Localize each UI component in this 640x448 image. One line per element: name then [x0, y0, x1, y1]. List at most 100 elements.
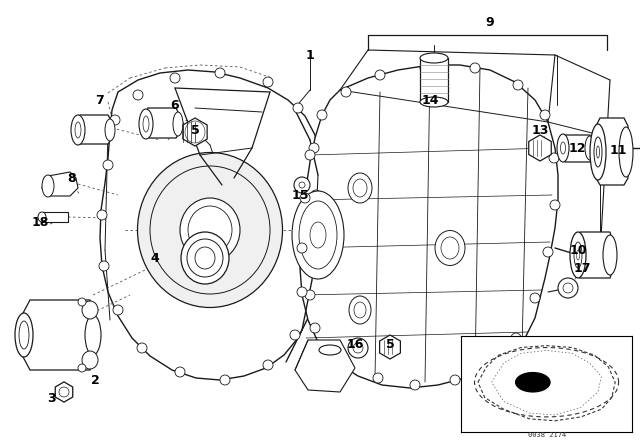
Ellipse shape [420, 53, 448, 63]
Circle shape [297, 243, 307, 253]
Ellipse shape [139, 109, 153, 139]
Polygon shape [420, 58, 448, 102]
Circle shape [305, 150, 315, 160]
Polygon shape [76, 115, 112, 144]
Text: 6: 6 [171, 99, 179, 112]
Polygon shape [22, 300, 95, 370]
Circle shape [310, 243, 320, 253]
Text: 4: 4 [150, 251, 159, 264]
Ellipse shape [138, 152, 282, 307]
Ellipse shape [187, 239, 223, 277]
Ellipse shape [619, 127, 633, 177]
Ellipse shape [42, 175, 54, 197]
Circle shape [110, 115, 120, 125]
Circle shape [263, 77, 273, 87]
Circle shape [516, 373, 550, 392]
Circle shape [305, 290, 315, 300]
Circle shape [311, 190, 321, 200]
Text: 11: 11 [609, 143, 627, 156]
Polygon shape [55, 382, 73, 402]
Circle shape [133, 90, 143, 100]
Polygon shape [183, 118, 207, 146]
Circle shape [530, 293, 540, 303]
Circle shape [220, 375, 230, 385]
Ellipse shape [585, 136, 595, 160]
Circle shape [310, 323, 320, 333]
Text: 18: 18 [31, 215, 49, 228]
Polygon shape [300, 65, 558, 388]
Text: 5: 5 [191, 124, 200, 137]
Text: 2: 2 [91, 374, 99, 387]
Polygon shape [42, 212, 68, 222]
Ellipse shape [590, 124, 606, 180]
Ellipse shape [603, 235, 617, 275]
Ellipse shape [292, 191, 344, 279]
Circle shape [309, 143, 319, 153]
Circle shape [293, 103, 303, 113]
Circle shape [420, 63, 430, 73]
Ellipse shape [319, 345, 341, 355]
Circle shape [450, 375, 460, 385]
Circle shape [375, 70, 385, 80]
Circle shape [297, 287, 307, 297]
Polygon shape [55, 382, 73, 402]
Polygon shape [563, 135, 592, 162]
Text: 13: 13 [531, 124, 548, 137]
Circle shape [99, 261, 109, 271]
Ellipse shape [105, 119, 115, 141]
Text: 16: 16 [346, 339, 364, 352]
Text: 3: 3 [48, 392, 56, 405]
Circle shape [290, 330, 300, 340]
Text: 12: 12 [568, 142, 586, 155]
Circle shape [78, 298, 86, 306]
Ellipse shape [85, 315, 101, 355]
Circle shape [341, 87, 351, 97]
Circle shape [470, 63, 480, 73]
Ellipse shape [349, 296, 371, 324]
Circle shape [511, 333, 521, 343]
Polygon shape [42, 172, 78, 196]
Polygon shape [529, 135, 551, 161]
Circle shape [543, 247, 553, 257]
Circle shape [137, 343, 147, 353]
Circle shape [348, 338, 368, 358]
Text: 15: 15 [291, 189, 308, 202]
Text: 9: 9 [486, 16, 494, 29]
Circle shape [113, 305, 123, 315]
Ellipse shape [82, 301, 98, 319]
Text: 7: 7 [95, 94, 104, 107]
Circle shape [540, 110, 550, 120]
Circle shape [170, 73, 180, 83]
Text: 8: 8 [68, 172, 76, 185]
Ellipse shape [435, 231, 465, 266]
Circle shape [549, 153, 559, 163]
Circle shape [373, 373, 383, 383]
Circle shape [103, 160, 113, 170]
Ellipse shape [557, 134, 569, 162]
Circle shape [78, 364, 86, 372]
Circle shape [294, 177, 310, 193]
Circle shape [410, 380, 420, 390]
Ellipse shape [348, 173, 372, 203]
Polygon shape [596, 118, 628, 185]
Text: 17: 17 [573, 262, 591, 275]
Circle shape [263, 360, 273, 370]
Text: 5: 5 [386, 339, 394, 352]
Circle shape [550, 200, 560, 210]
Text: 10: 10 [569, 244, 587, 257]
Circle shape [97, 210, 107, 220]
Circle shape [175, 367, 185, 377]
Circle shape [339, 353, 349, 363]
Text: 14: 14 [421, 94, 439, 107]
Circle shape [215, 68, 225, 78]
Ellipse shape [173, 112, 183, 136]
Ellipse shape [71, 115, 85, 145]
Ellipse shape [15, 313, 33, 357]
Polygon shape [295, 340, 355, 392]
Polygon shape [380, 335, 401, 359]
Ellipse shape [420, 97, 448, 107]
Circle shape [300, 193, 310, 203]
Circle shape [317, 110, 327, 120]
Ellipse shape [181, 232, 229, 284]
Circle shape [558, 278, 578, 298]
